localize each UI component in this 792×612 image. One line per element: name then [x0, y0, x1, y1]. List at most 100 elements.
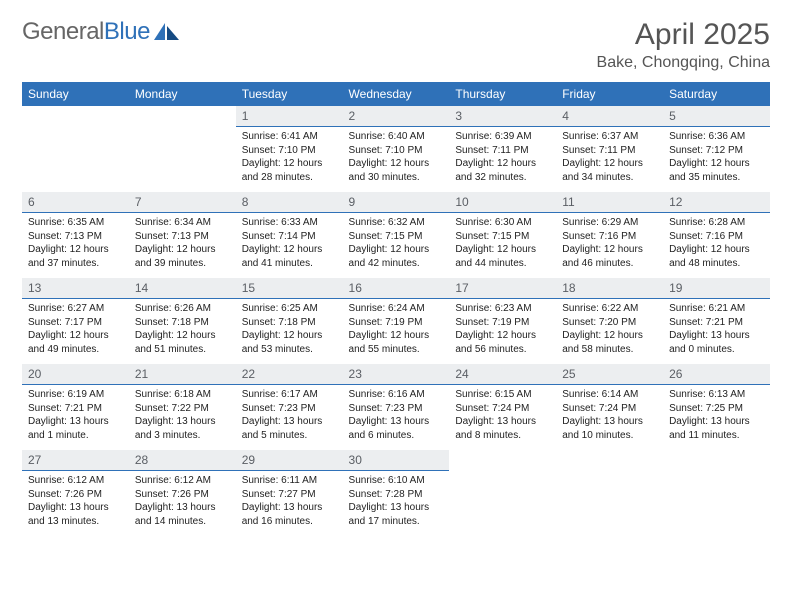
calendar-empty-cell: ..	[556, 450, 663, 536]
calendar-table: SundayMondayTuesdayWednesdayThursdayFrid…	[22, 82, 770, 536]
sunrise-line: Sunrise: 6:40 AM	[349, 130, 444, 144]
title-block: April 2025 Bake, Chongqing, China	[597, 18, 770, 72]
day-details: Sunrise: 6:13 AMSunset: 7:25 PMDaylight:…	[663, 385, 770, 444]
weekday-header: Tuesday	[236, 82, 343, 106]
calendar-day-cell: 9Sunrise: 6:32 AMSunset: 7:15 PMDaylight…	[343, 192, 450, 278]
sunset-line: Sunset: 7:24 PM	[455, 402, 550, 416]
sunset-line: Sunset: 7:15 PM	[455, 230, 550, 244]
sunset-line: Sunset: 7:16 PM	[562, 230, 657, 244]
brand-text: GeneralBlue	[22, 18, 150, 46]
daylight-line: Daylight: 13 hours and 14 minutes.	[135, 501, 230, 528]
day-details: Sunrise: 6:26 AMSunset: 7:18 PMDaylight:…	[129, 299, 236, 358]
daylight-line: Daylight: 12 hours and 46 minutes.	[562, 243, 657, 270]
location-text: Bake, Chongqing, China	[597, 54, 770, 72]
calendar-day-cell: 19Sunrise: 6:21 AMSunset: 7:21 PMDayligh…	[663, 278, 770, 364]
day-number: 12	[663, 192, 770, 213]
calendar-day-cell: 27Sunrise: 6:12 AMSunset: 7:26 PMDayligh…	[22, 450, 129, 536]
sunrise-line: Sunrise: 6:41 AM	[242, 130, 337, 144]
calendar-week-row: 6 Sunrise: 6:35 AMSunset: 7:13 PM Daylight…	[22, 192, 770, 278]
daylight-line: Daylight: 12 hours and 51 minutes.	[135, 329, 230, 356]
sunrise-line: Sunrise: 6:39 AM	[455, 130, 550, 144]
sunrise-line: Sunrise: 6:17 AM	[242, 388, 337, 402]
sunset-line: Sunset: 7:12 PM	[669, 144, 764, 158]
day-details: Sunrise: 6:29 AMSunset: 7:16 PMDaylight:…	[556, 213, 663, 272]
calendar-day-cell: 11Sunrise: 6:29 AMSunset: 7:16 PMDayligh…	[556, 192, 663, 278]
sunset-line: Sunset: 7:20 PM	[562, 316, 657, 330]
weekday-header: Wednesday	[343, 82, 450, 106]
daylight-line: Daylight: 12 hours and 58 minutes.	[562, 329, 657, 356]
calendar-day-cell: 10Sunrise: 6:30 AMSunset: 7:15 PMDayligh…	[449, 192, 556, 278]
daylight-line: Daylight: 12 hours and 34 minutes.	[562, 157, 657, 184]
calendar-day-cell: 14Sunrise: 6:26 AMSunset: 7:18 PMDayligh…	[129, 278, 236, 364]
day-details: Sunrise: 6:28 AMSunset: 7:16 PMDaylight:…	[663, 213, 770, 272]
sunset-line: Sunset: 7:11 PM	[455, 144, 550, 158]
weekday-header: Sunday	[22, 82, 129, 106]
day-details: Sunrise: 6:10 AMSunset: 7:28 PMDaylight:…	[343, 471, 450, 530]
daylight-line: Daylight: 12 hours and 44 minutes.	[455, 243, 550, 270]
daylight-line: Daylight: 12 hours and 32 minutes.	[455, 157, 550, 184]
day-number: 6	[22, 192, 129, 213]
sunrise-line: Sunrise: 6:33 AM	[242, 216, 337, 230]
day-number: 28	[129, 450, 236, 471]
calendar-day-cell: 26Sunrise: 6:13 AMSunset: 7:25 PMDayligh…	[663, 364, 770, 450]
sunrise-line: Sunrise: 6:37 AM	[562, 130, 657, 144]
day-details: Sunrise: 6:27 AMSunset: 7:17 PMDaylight:…	[22, 299, 129, 358]
calendar-day-cell: 20Sunrise: 6:19 AMSunset: 7:21 PMDayligh…	[22, 364, 129, 450]
day-number: 23	[343, 364, 450, 385]
calendar-day-cell: 21Sunrise: 6:18 AMSunset: 7:22 PMDayligh…	[129, 364, 236, 450]
day-details: Sunrise: 6:40 AMSunset: 7:10 PMDaylight:…	[343, 127, 450, 186]
sunset-line: Sunset: 7:13 PM	[28, 230, 123, 244]
day-number: 19	[663, 278, 770, 299]
sunset-line: Sunset: 7:23 PM	[349, 402, 444, 416]
day-details: Sunrise: 6:37 AMSunset: 7:11 PMDaylight:…	[556, 127, 663, 186]
sunrise-line: Sunrise: 6:35 AM	[28, 216, 123, 230]
sunset-line: Sunset: 7:19 PM	[349, 316, 444, 330]
day-number: 1	[236, 106, 343, 127]
brand-part-a: General	[22, 18, 104, 45]
day-number: 8	[236, 192, 343, 213]
daylight-line: Daylight: 13 hours and 16 minutes.	[242, 501, 337, 528]
day-details: Sunrise: 6:23 AMSunset: 7:19 PMDaylight:…	[449, 299, 556, 358]
sunset-line: Sunset: 7:26 PM	[135, 488, 230, 502]
sunset-line: Sunset: 7:16 PM	[669, 230, 764, 244]
day-details: Sunrise: 6:24 AMSunset: 7:19 PMDaylight:…	[343, 299, 450, 358]
calendar-day-cell: 25Sunrise: 6:14 AMSunset: 7:24 PMDayligh…	[556, 364, 663, 450]
sunrise-line: Sunrise: 6:30 AM	[455, 216, 550, 230]
calendar-day-cell: 28Sunrise: 6:12 AMSunset: 7:26 PMDayligh…	[129, 450, 236, 536]
daylight-line: Daylight: 12 hours and 30 minutes.	[349, 157, 444, 184]
calendar-day-cell: 23Sunrise: 6:16 AMSunset: 7:23 PMDayligh…	[343, 364, 450, 450]
sunrise-line: Sunrise: 6:25 AM	[242, 302, 337, 316]
sunset-line: Sunset: 7:15 PM	[349, 230, 444, 244]
day-details: Sunrise: 6:19 AMSunset: 7:21 PMDaylight:…	[22, 385, 129, 444]
day-details: Sunrise: 6:30 AMSunset: 7:15 PMDaylight:…	[449, 213, 556, 272]
calendar-day-cell: 17Sunrise: 6:23 AMSunset: 7:19 PMDayligh…	[449, 278, 556, 364]
sunrise-line: Sunrise: 6:23 AM	[455, 302, 550, 316]
sunset-line: Sunset: 7:18 PM	[135, 316, 230, 330]
calendar-day-cell: 7Sunrise: 6:34 AMSunset: 7:13 PMDaylight…	[129, 192, 236, 278]
calendar-head: SundayMondayTuesdayWednesdayThursdayFrid…	[22, 82, 770, 106]
day-details: Sunrise: 6:22 AMSunset: 7:20 PMDaylight:…	[556, 299, 663, 358]
sunrise-line: Sunrise: 6:36 AM	[669, 130, 764, 144]
daylight-line: Daylight: 13 hours and 1 minute.	[28, 415, 123, 442]
day-number: 4	[556, 106, 663, 127]
sunrise-line: Sunrise: 6:24 AM	[349, 302, 444, 316]
day-details: Sunrise: 6:14 AMSunset: 7:24 PMDaylight:…	[556, 385, 663, 444]
calendar-day-cell: 5Sunrise: 6:36 AMSunset: 7:12 PMDaylight…	[663, 106, 770, 192]
sunrise-line: Sunrise: 6:26 AM	[135, 302, 230, 316]
sunrise-line: Sunrise: 6:12 AM	[28, 474, 123, 488]
daylight-line: Daylight: 13 hours and 13 minutes.	[28, 501, 123, 528]
daylight-line: Daylight: 13 hours and 10 minutes.	[562, 415, 657, 442]
calendar-week-row: 20Sunrise: 6:19 AMSunset: 7:21 PMDayligh…	[22, 364, 770, 450]
sunrise-line: Sunrise: 6:32 AM	[349, 216, 444, 230]
daylight-line: Daylight: 12 hours and 41 minutes.	[242, 243, 337, 270]
day-number: 14	[129, 278, 236, 299]
sunset-line: Sunset: 7:23 PM	[242, 402, 337, 416]
day-details: Sunrise: 6:32 AMSunset: 7:15 PMDaylight:…	[343, 213, 450, 272]
daylight-line: Daylight: 12 hours and 56 minutes.	[455, 329, 550, 356]
sunrise-line: Sunrise: 6:16 AM	[349, 388, 444, 402]
calendar-empty-cell: ..	[129, 106, 236, 192]
calendar-day-cell: 6Sunrise: 6:35 AMSunset: 7:13 PMDaylight…	[22, 192, 129, 278]
calendar-day-cell: 22Sunrise: 6:17 AMSunset: 7:23 PMDayligh…	[236, 364, 343, 450]
weekday-header: Monday	[129, 82, 236, 106]
month-title: April 2025	[597, 18, 770, 52]
